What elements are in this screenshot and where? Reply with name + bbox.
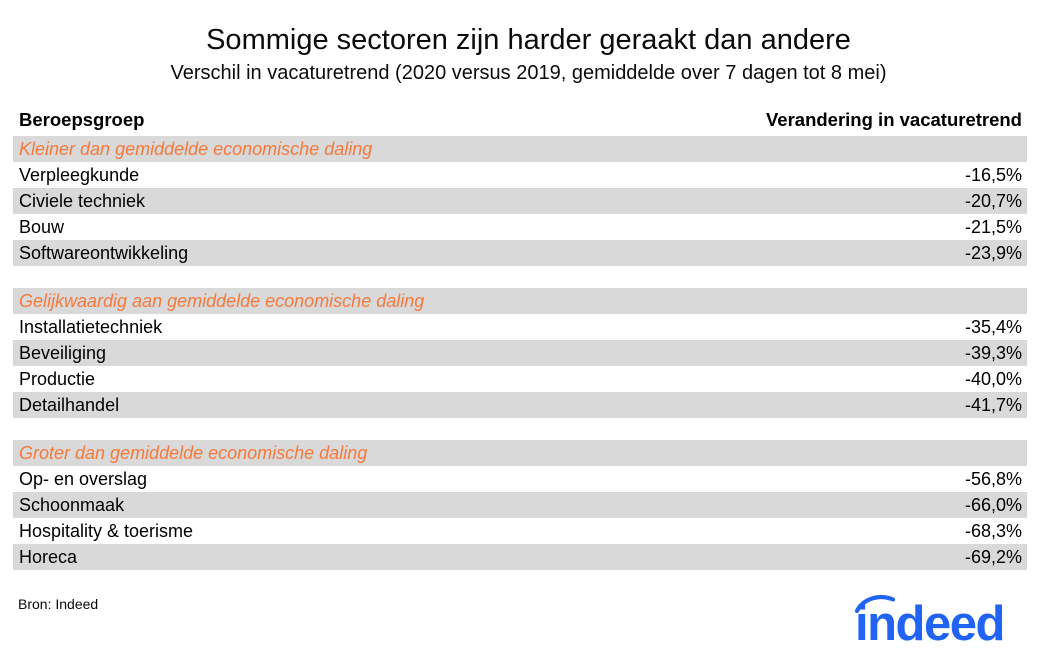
table-row: Civiele techniek -20,7% — [13, 188, 1027, 215]
table-row: Op- en overslag -56,8% — [13, 466, 1027, 492]
table-row: Softwareontwikkeling -23,9% — [13, 240, 1027, 267]
row-label: Verpleegkunde — [19, 164, 140, 185]
row-label: Softwareontwikkeling — [19, 242, 189, 263]
row-label: Productie — [19, 368, 96, 389]
table-row: Productie -40,0% — [13, 366, 1027, 392]
row-value: -56,8% — [964, 468, 1022, 489]
row-label: Horeca — [19, 546, 78, 567]
chart-title: Sommige sectoren zijn harder geraakt dan… — [206, 24, 851, 56]
row-label: Detailhandel — [19, 394, 120, 415]
section-header-groter-dan-gemiddeld: Groter dan gemiddelde economische daling — [13, 440, 1027, 467]
row-value: -16,5% — [964, 164, 1022, 185]
chart-subtitle: Verschil in vacaturetrend (2020 versus 2… — [170, 62, 887, 85]
table-row: Bouw -21,5% — [13, 214, 1027, 240]
section-header-gelijkwaardig-aan-gemiddeld: Gelijkwaardig aan gemiddelde economische… — [13, 288, 1027, 315]
table-row: Schoonmaak -66,0% — [13, 492, 1027, 519]
section-gap — [13, 418, 1027, 440]
row-label: Schoonmaak — [19, 494, 125, 515]
table-row: Beveiliging -39,3% — [13, 340, 1027, 367]
row-value: -39,3% — [964, 342, 1022, 363]
row-value: -69,2% — [964, 546, 1022, 567]
indeed-logo: indeed — [854, 595, 1005, 646]
column-header-beroepsgroep: Beroepsgroep — [19, 109, 145, 131]
row-label: Installatietechniek — [19, 316, 163, 337]
row-value: -20,7% — [964, 190, 1022, 211]
indeed-logo-arc-icon — [854, 595, 896, 614]
row-label: Hospitality & toerisme — [19, 520, 194, 541]
indeed-logo-text: indeed — [855, 597, 1004, 646]
source-note: Bron: Indeed — [18, 596, 99, 613]
row-value: -68,3% — [964, 520, 1022, 541]
row-value: -40,0% — [964, 368, 1022, 389]
table-row: Hospitality & toerisme -68,3% — [13, 518, 1027, 544]
row-value: -23,9% — [964, 242, 1022, 263]
vacancy-trend-table: Beroepsgroep Verandering in vacaturetren… — [13, 109, 1027, 571]
row-value: -21,5% — [964, 216, 1022, 237]
table-row: Verpleegkunde -16,5% — [13, 162, 1027, 188]
column-header-verandering: Verandering in vacaturetrend — [765, 109, 1022, 131]
table-row: Detailhandel -41,7% — [13, 392, 1027, 419]
row-value: -66,0% — [964, 494, 1022, 515]
table-header-row: Beroepsgroep Verandering in vacaturetren… — [13, 109, 1027, 136]
row-value: -41,7% — [964, 394, 1022, 415]
row-label: Bouw — [19, 216, 65, 237]
row-label: Civiele techniek — [19, 190, 146, 211]
section-gap — [13, 266, 1027, 288]
figure-footer: Bron: Indeed indeed — [18, 592, 1023, 646]
row-label: Op- en overslag — [19, 468, 148, 489]
table-row: Horeca -69,2% — [13, 544, 1027, 571]
section-header-kleiner-dan-gemiddeld: Kleiner dan gemiddelde economische dalin… — [13, 136, 1027, 163]
row-value: -35,4% — [964, 316, 1022, 337]
table-row: Installatietechniek -35,4% — [13, 314, 1027, 340]
row-label: Beveiliging — [19, 342, 107, 363]
